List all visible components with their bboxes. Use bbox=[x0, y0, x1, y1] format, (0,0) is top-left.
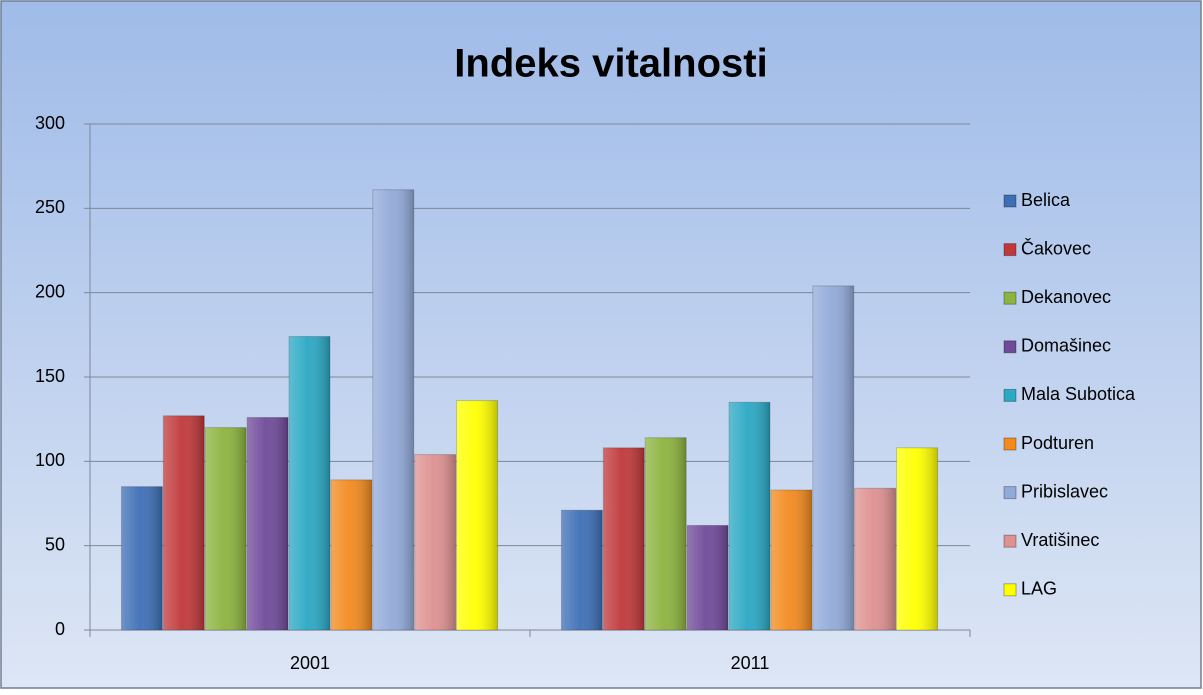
legend-label: Čakovec bbox=[1021, 237, 1091, 258]
y-tick-label: 200 bbox=[35, 281, 65, 301]
legend-swatch bbox=[1003, 437, 1017, 451]
bar-shine bbox=[205, 427, 247, 630]
y-tick-label: 100 bbox=[35, 450, 65, 470]
legend-label: Domašinec bbox=[1021, 336, 1111, 356]
legend-label: Dekanovec bbox=[1021, 287, 1111, 307]
bar-shine bbox=[854, 488, 896, 630]
legend-label: Pribislavec bbox=[1021, 481, 1108, 501]
y-tick-label: 250 bbox=[35, 197, 65, 217]
bar-shine bbox=[330, 479, 372, 630]
bar-shine bbox=[812, 285, 854, 630]
legend-swatch bbox=[1003, 340, 1017, 354]
bar-shine bbox=[456, 400, 498, 630]
bar-shine bbox=[561, 510, 603, 630]
bar-shine bbox=[645, 437, 687, 630]
legend-swatch bbox=[1003, 291, 1017, 305]
bar-shine bbox=[289, 336, 330, 630]
legend-swatch bbox=[1003, 388, 1017, 402]
legend-swatch bbox=[1003, 486, 1017, 500]
legend-label: Mala Subotica bbox=[1021, 384, 1136, 404]
bar-shine bbox=[603, 447, 645, 630]
legend-swatch bbox=[1003, 583, 1017, 597]
bar-shine bbox=[687, 525, 729, 630]
legend-swatch bbox=[1003, 194, 1017, 208]
bar-shine bbox=[770, 490, 812, 630]
x-tick-label: 2011 bbox=[731, 653, 770, 673]
bar-shine bbox=[372, 189, 414, 630]
y-tick-label: 0 bbox=[55, 619, 65, 639]
y-tick-label: 150 bbox=[35, 366, 65, 386]
bar-shine bbox=[414, 454, 456, 630]
legend-label: LAG bbox=[1021, 579, 1057, 599]
bar-shine bbox=[729, 402, 770, 630]
y-tick-label: 50 bbox=[45, 534, 65, 554]
bar-shine bbox=[121, 486, 163, 630]
legend-swatch bbox=[1003, 534, 1017, 548]
legend-swatch bbox=[1003, 243, 1017, 257]
legend-label: Podturen bbox=[1021, 433, 1094, 453]
bar-shine bbox=[896, 447, 938, 630]
x-tick-label: 2001 bbox=[290, 653, 330, 673]
bar-shine bbox=[163, 415, 205, 630]
chart-title: Indeks vitalnosti bbox=[454, 42, 767, 86]
legend-label: Belica bbox=[1021, 190, 1071, 210]
y-tick-label: 300 bbox=[35, 113, 65, 133]
legend-label: Vratišinec bbox=[1021, 530, 1099, 550]
bar-shine bbox=[247, 417, 289, 630]
